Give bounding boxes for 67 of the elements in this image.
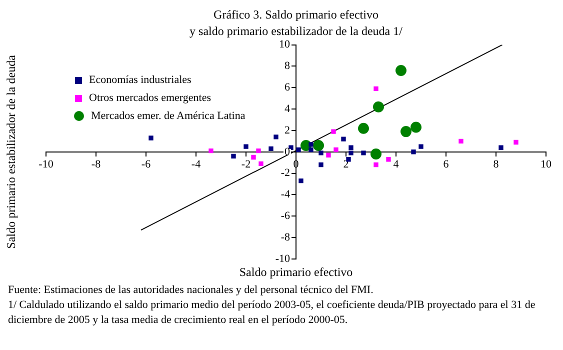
- y-tick-label: -6: [280, 210, 290, 222]
- x-tick-label: -10: [38, 158, 54, 170]
- point: [308, 142, 314, 147]
- x-tick-label: -2: [241, 158, 251, 170]
- point: [358, 122, 369, 134]
- x-tick-label: 8: [493, 158, 500, 170]
- y-tick-label: 4: [284, 102, 290, 115]
- point: [458, 138, 464, 144]
- legend-label: Otros mercados emergentes: [89, 91, 211, 106]
- point: [498, 145, 504, 150]
- point: [400, 126, 412, 138]
- y-tick-label: 2: [284, 124, 290, 136]
- point: [258, 161, 264, 166]
- point: [418, 144, 424, 149]
- x-tick-label: -8: [91, 158, 102, 170]
- point: [396, 65, 406, 76]
- y-tick-label: 6: [284, 82, 290, 94]
- y-axis-title: Saldo primario estabilizador de la deuda: [4, 54, 18, 249]
- chart-title: Gráfico 3. Saldo primario efectivo: [214, 7, 378, 22]
- point: [208, 148, 214, 154]
- x-axis-title: Saldo primario efectivo: [239, 265, 353, 280]
- point: [514, 140, 518, 145]
- point: [386, 157, 391, 162]
- legend-label: Economías industriales: [89, 73, 192, 88]
- text: 1/ Caldulado utilizando el saldo primario medio del período 2003-05, el coeficiente deuda/PIB proyectado para el 31 de diciembre de 2005 y la tasa media de crecimiento real en el período 2000-05.: [8, 298, 536, 328]
- point: [298, 178, 304, 184]
- x-tick-label: -6: [141, 158, 152, 170]
- point: [296, 147, 301, 152]
- point: [331, 129, 336, 134]
- point: [148, 136, 154, 140]
- y-tick-label: -4: [280, 188, 290, 201]
- point: [370, 148, 382, 160]
- point: [374, 162, 378, 168]
- source-note: Fuente: Estimaciones de las autoridades nacionales y del personal técnico del FMI.: [8, 283, 374, 298]
- point: [373, 101, 384, 112]
- point: [341, 136, 346, 142]
- point: [348, 145, 354, 150]
- y-tick-label: 8: [284, 60, 290, 72]
- point: [274, 134, 278, 140]
- point: [313, 140, 324, 151]
- point: [348, 150, 354, 156]
- x-tick-label: 6: [443, 158, 450, 170]
- y-tick-label: 10: [279, 38, 290, 51]
- point: [268, 146, 274, 152]
- point: [231, 154, 236, 159]
- point: [334, 147, 338, 152]
- point: [410, 122, 422, 133]
- x-tick-label: -4: [191, 158, 202, 170]
- y-tick-label: 0: [284, 146, 290, 158]
- point: [288, 145, 294, 150]
- chart-subtitle: y saldo primario estabilizador de la deuda 1/: [190, 24, 404, 38]
- y-tick-label: -10: [275, 252, 290, 265]
- legend-label: Mercados emer. de América Latina: [91, 109, 246, 124]
- point: [361, 150, 366, 156]
- point: [251, 154, 256, 160]
- point: [374, 86, 378, 92]
- point: [256, 148, 261, 154]
- point: [308, 147, 314, 152]
- point: [318, 150, 324, 156]
- y-tick-label: -2: [280, 167, 290, 180]
- x-tick-label: 10: [540, 158, 552, 170]
- point: [411, 150, 416, 154]
- x-tick-label: 4: [393, 158, 400, 170]
- point: [326, 152, 331, 158]
- point: [318, 162, 324, 168]
- point: [244, 144, 248, 149]
- y-tick-label: -8: [280, 231, 290, 244]
